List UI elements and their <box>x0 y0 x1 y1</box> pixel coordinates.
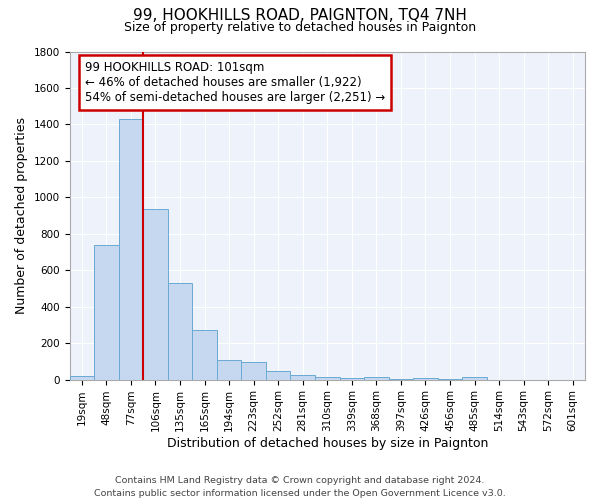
Bar <box>143 209 168 380</box>
Text: Contains HM Land Registry data © Crown copyright and database right 2024.
Contai: Contains HM Land Registry data © Crown c… <box>94 476 506 498</box>
Bar <box>94 244 119 380</box>
Bar <box>315 377 340 380</box>
Text: 99, HOOKHILLS ROAD, PAIGNTON, TQ4 7NH: 99, HOOKHILLS ROAD, PAIGNTON, TQ4 7NH <box>133 8 467 22</box>
Bar <box>290 375 315 380</box>
Y-axis label: Number of detached properties: Number of detached properties <box>15 117 28 314</box>
Bar <box>192 330 217 380</box>
Bar <box>364 378 389 380</box>
Bar <box>241 362 266 380</box>
Bar <box>389 379 413 380</box>
Bar <box>413 378 438 380</box>
X-axis label: Distribution of detached houses by size in Paignton: Distribution of detached houses by size … <box>167 437 488 450</box>
Bar <box>266 372 290 380</box>
Bar <box>462 377 487 380</box>
Bar <box>70 376 94 380</box>
Text: Size of property relative to detached houses in Paignton: Size of property relative to detached ho… <box>124 21 476 34</box>
Bar <box>168 283 192 380</box>
Text: 99 HOOKHILLS ROAD: 101sqm
← 46% of detached houses are smaller (1,922)
54% of se: 99 HOOKHILLS ROAD: 101sqm ← 46% of detac… <box>85 62 385 104</box>
Bar <box>217 360 241 380</box>
Bar <box>340 378 364 380</box>
Bar <box>119 119 143 380</box>
